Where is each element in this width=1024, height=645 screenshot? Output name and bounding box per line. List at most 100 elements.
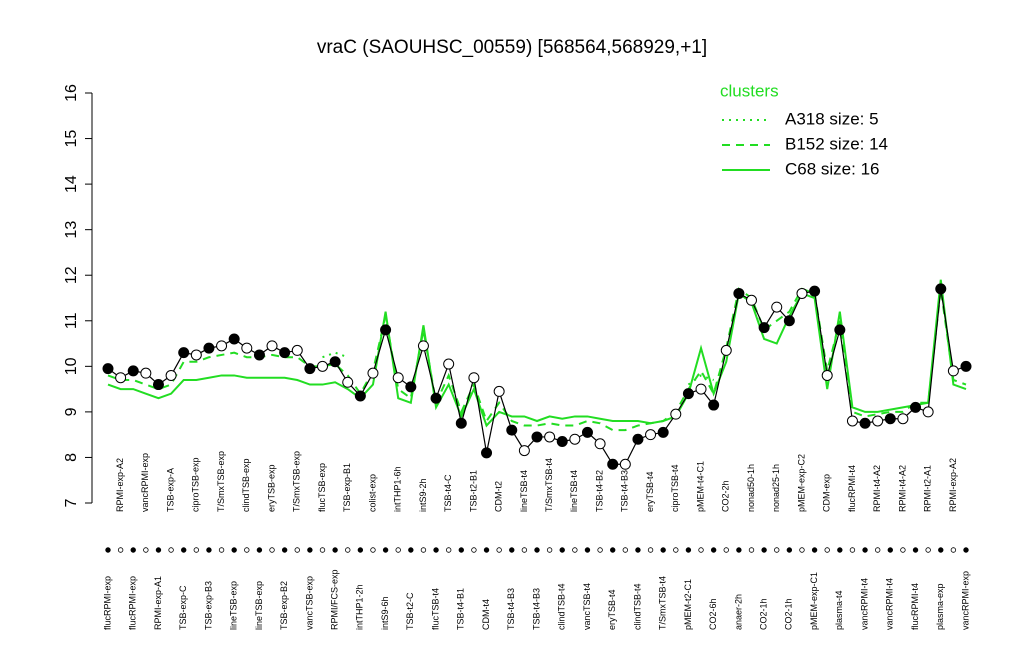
expression-point bbox=[329, 356, 341, 368]
x-tick-label: RPMI/FCS-exp bbox=[329, 569, 339, 630]
expression-point bbox=[695, 383, 707, 395]
sample-dot bbox=[546, 547, 553, 553]
sample-dot bbox=[597, 547, 603, 553]
expression-point bbox=[607, 458, 619, 470]
x-tick-label: flucRPMI-exp bbox=[128, 576, 138, 630]
expression-point bbox=[783, 315, 795, 327]
sample-dot bbox=[370, 547, 376, 553]
y-tick-label: 12 bbox=[63, 266, 80, 284]
legend-label: C68 size: 16 bbox=[785, 159, 880, 178]
x-tick-label: RPMI-t4-A2 bbox=[897, 465, 907, 512]
sample-dot bbox=[332, 547, 338, 553]
x-tick-label: TSB-t4-B3 bbox=[620, 470, 630, 512]
sample-dot bbox=[874, 547, 881, 553]
x-tick-label: flucRPMI-t4 bbox=[910, 583, 920, 630]
legend-label: A318 size: 5 bbox=[785, 109, 879, 128]
x-tick-label: clindTSB-exp bbox=[241, 458, 251, 512]
sample-dot bbox=[206, 547, 212, 553]
sample-dot bbox=[382, 547, 389, 553]
sample-dot bbox=[483, 547, 490, 553]
x-tick-label: vancTSB-exp bbox=[304, 576, 314, 630]
sample-dot bbox=[559, 547, 565, 553]
sample-dot bbox=[748, 547, 755, 553]
expression-point bbox=[569, 433, 581, 445]
sample-dot bbox=[130, 547, 136, 553]
expression-point bbox=[657, 426, 669, 438]
expression-point bbox=[859, 417, 871, 429]
sample-dot bbox=[319, 547, 326, 553]
x-tick-label: eryTSB-t4 bbox=[607, 589, 617, 630]
expression-point bbox=[947, 365, 959, 377]
expression-point bbox=[594, 438, 606, 450]
sample-dot bbox=[673, 547, 679, 553]
sample-dot bbox=[622, 547, 629, 553]
expression-point bbox=[682, 388, 694, 400]
x-tick-label: plasma-t4 bbox=[834, 590, 844, 630]
cluster-line bbox=[107, 287, 967, 432]
x-tick-label: clindTSB-t4 bbox=[632, 583, 642, 630]
expression-point bbox=[152, 379, 164, 391]
x-tick-label: RPMI-t2-A1 bbox=[923, 465, 933, 512]
expression-point bbox=[771, 301, 783, 313]
sample-dot bbox=[231, 547, 237, 553]
sample-dot bbox=[143, 547, 149, 553]
expression-point bbox=[216, 340, 228, 352]
x-tick-label: TSB-t2-C bbox=[405, 592, 415, 630]
expression-point bbox=[380, 324, 392, 336]
y-tick-label: 14 bbox=[63, 175, 80, 193]
sample-dot bbox=[824, 547, 830, 553]
x-tick-label: pMEM-exp-C1 bbox=[809, 572, 819, 630]
sample-dot bbox=[420, 547, 427, 553]
y-tick-label: 16 bbox=[63, 84, 80, 102]
expression-point bbox=[455, 417, 467, 429]
x-tick-label: colist-exp bbox=[367, 474, 377, 512]
sample-dot bbox=[155, 547, 162, 553]
y-tick-label: 15 bbox=[63, 130, 80, 148]
expression-point bbox=[354, 390, 366, 402]
x-tick-label: vancRPMI-exp bbox=[960, 571, 970, 630]
x-tick-label: TSB-t4-B3 bbox=[506, 588, 516, 630]
sample-dot bbox=[218, 547, 225, 553]
y-tick-label: 8 bbox=[63, 453, 80, 462]
expression-point bbox=[127, 365, 139, 377]
x-tick-label: flucTSB-t4 bbox=[430, 588, 440, 630]
x-tick-label: pMEM-t4-C1 bbox=[695, 461, 705, 512]
legend-label: B152 size: 14 bbox=[785, 134, 888, 153]
sample-dot bbox=[698, 547, 704, 553]
expression-point bbox=[266, 340, 278, 352]
expression-point bbox=[228, 333, 240, 345]
x-tick-label: lineTSB-exp bbox=[254, 581, 264, 630]
sample-dot bbox=[862, 547, 868, 553]
x-tick-label: pMEM-t2-C1 bbox=[683, 579, 693, 630]
sample-dot bbox=[244, 547, 250, 553]
x-tick-label: intS9-6h bbox=[380, 596, 390, 630]
sample-dot bbox=[445, 547, 452, 553]
expression-point bbox=[304, 363, 316, 375]
x-tick-label: flucRPMI-t4 bbox=[847, 465, 857, 512]
sample-dot bbox=[496, 547, 502, 553]
expression-point bbox=[317, 360, 328, 372]
expression-point bbox=[910, 401, 922, 413]
sample-dot bbox=[761, 547, 767, 553]
expression-point bbox=[746, 294, 757, 306]
expression-point bbox=[922, 406, 934, 418]
x-tick-label: plasma-exp bbox=[935, 583, 945, 630]
x-tick-label: clindTSB-t4 bbox=[557, 583, 567, 630]
expression-point bbox=[708, 399, 720, 411]
expression-point bbox=[544, 431, 556, 443]
sample-dot bbox=[357, 547, 364, 553]
sample-dot bbox=[307, 547, 313, 553]
sample-dot bbox=[168, 547, 174, 553]
x-tick-label: TSB-exp-B2 bbox=[279, 581, 289, 630]
x-tick-label: RPMI-exp-A2 bbox=[948, 458, 958, 512]
sample-dot bbox=[900, 547, 906, 553]
expression-point bbox=[846, 415, 858, 427]
sample-dot bbox=[256, 547, 263, 553]
x-tick-label: flucRPMI-exp bbox=[102, 576, 112, 630]
sample-dot bbox=[837, 547, 843, 553]
expression-point bbox=[758, 322, 770, 334]
sample-dot bbox=[710, 547, 717, 553]
cluster-line bbox=[322, 351, 714, 386]
x-tick-label: TSB-exp-A bbox=[165, 468, 175, 512]
